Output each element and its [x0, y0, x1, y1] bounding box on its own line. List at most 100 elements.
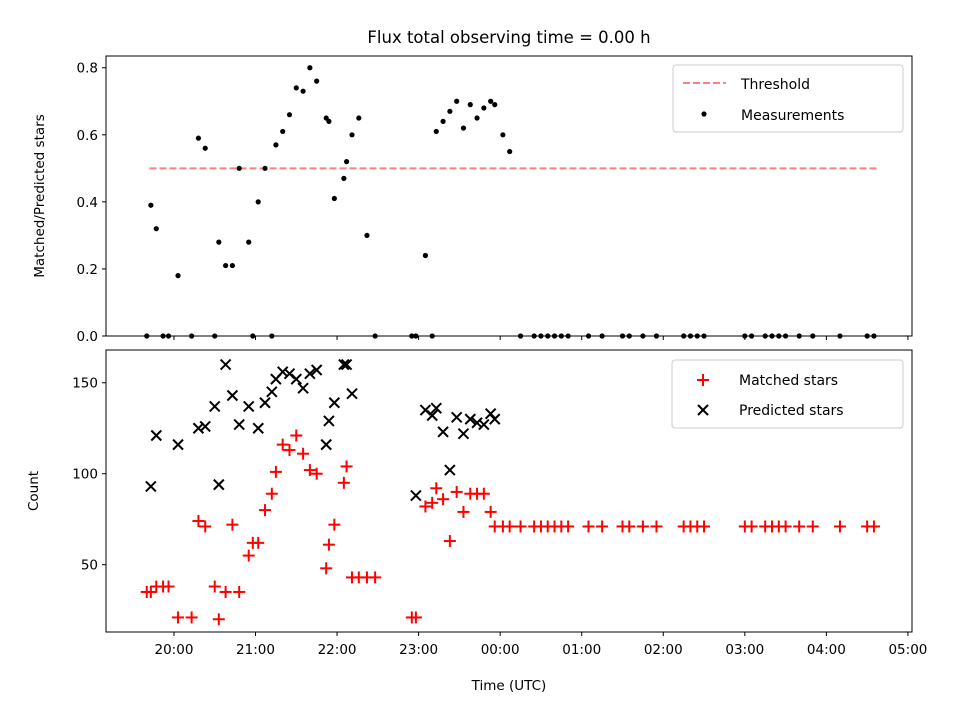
- matched-star-point: [806, 520, 819, 533]
- measurement-point: [236, 165, 242, 171]
- measurement-point: [343, 159, 350, 165]
- predicted-star-point: [252, 422, 264, 434]
- x-tick-label: 00:00: [481, 642, 520, 658]
- measurement-point: [488, 98, 494, 104]
- predicted-star-point: [219, 358, 232, 371]
- predicted-star-point: [430, 402, 442, 414]
- ratio-panel: Flux total observing time = 0.00 h Match…: [32, 28, 913, 345]
- predicted-star-point: [323, 415, 335, 427]
- measurement-point: [460, 125, 467, 131]
- measurement-point: [300, 88, 306, 94]
- matched-star-point: [443, 535, 456, 548]
- predicted-star-point: [276, 366, 289, 378]
- matched-star-point: [437, 493, 450, 506]
- matched-star-point: [290, 429, 303, 442]
- matched-star-point: [172, 611, 185, 624]
- predicted-star-point: [243, 400, 255, 413]
- matched-star-point: [259, 504, 272, 517]
- predicted-star-point: [489, 413, 501, 425]
- matched-star-point: [779, 520, 792, 533]
- matched-star-point: [426, 496, 439, 509]
- bottom-y-axis-label: Count: [26, 471, 42, 511]
- predicted-star-point: [444, 464, 456, 476]
- matched-star-point: [503, 520, 516, 533]
- x-tick-label: 04:00: [807, 642, 846, 658]
- bottom-axes-frame: [105, 349, 913, 633]
- predicted-legend-marker: [697, 404, 709, 416]
- matched-star-point: [192, 515, 205, 528]
- matched-star-point: [269, 465, 282, 478]
- matched-star-point: [623, 520, 636, 533]
- measurement-point: [507, 148, 513, 155]
- matched-star-point: [337, 476, 350, 489]
- matched-star-point: [276, 438, 289, 451]
- measurement-point: [293, 85, 299, 91]
- predicted-star-point: [150, 429, 162, 442]
- predicted-star-point: [426, 409, 438, 422]
- matched-star-point: [477, 487, 490, 500]
- predicted-star-point: [346, 387, 358, 400]
- x-tick-label: 23:00: [399, 642, 438, 658]
- predicted-star-point: [209, 400, 221, 413]
- matched-star-point: [596, 520, 609, 533]
- measurement-point: [440, 118, 446, 124]
- x-tick-label: 03:00: [725, 642, 764, 658]
- matched-star-point: [199, 520, 212, 533]
- matched-star-point: [650, 520, 663, 533]
- count-plot-area: 50 100 150 20:00 21:00 22:00 23:00 00:00 01:00 02…: [72, 358, 927, 658]
- measurement-point: [341, 175, 347, 181]
- predicted-star-point: [199, 420, 211, 433]
- measurement-point: [356, 115, 362, 121]
- predicted-star-point: [310, 364, 323, 376]
- measurement-point: [433, 128, 439, 135]
- predicted-star-point: [320, 438, 332, 451]
- matched-star-point: [283, 444, 296, 457]
- predicted-star-point: [328, 397, 341, 409]
- measurement-point: [195, 135, 202, 141]
- measurement-point: [349, 132, 355, 138]
- matched-star-point: [484, 505, 497, 518]
- predicted-star-point: [192, 422, 205, 434]
- predicted-star-point: [464, 413, 476, 425]
- matched-star-point: [340, 460, 353, 473]
- matched-star-point: [219, 585, 232, 598]
- measurement-point: [229, 262, 236, 269]
- measurement-point: [492, 102, 498, 108]
- matched-star-point: [242, 549, 255, 562]
- predicted-legend-label: Predicted stars: [739, 403, 844, 419]
- predicted-star-point: [233, 418, 245, 431]
- matched-star-point: [419, 500, 432, 513]
- matched-star-point: [698, 520, 711, 533]
- measurement-point: [474, 115, 480, 121]
- measurement-point: [326, 118, 332, 124]
- x-tick-label: 01:00: [562, 642, 601, 658]
- matched-star-point: [369, 571, 382, 584]
- threshold-legend-label: Threshold: [740, 77, 810, 93]
- matched-star-point: [582, 520, 595, 533]
- measurement-point: [216, 239, 222, 245]
- x-tick-label: 05:00: [888, 642, 927, 658]
- matched-star-point: [303, 464, 316, 477]
- top-legend-box: [672, 64, 904, 133]
- x-axis-label: Time (UTC): [471, 678, 547, 694]
- matched-star-point: [208, 580, 221, 593]
- predicted-star-point: [290, 373, 302, 385]
- matched-legend-marker: [697, 374, 709, 386]
- top-y-tick-label: 0.2: [77, 262, 98, 278]
- predicted-star-point: [145, 480, 157, 493]
- predicted-star-point: [172, 438, 184, 451]
- matched-star-point: [636, 520, 649, 533]
- predicted-star-point: [410, 489, 422, 502]
- matched-star-point: [328, 518, 341, 531]
- measurement-point: [280, 128, 286, 135]
- measurement-point: [202, 145, 208, 151]
- count-panel: Count Time (UTC) 50 100 150 20:00 21:00 22:00…: [26, 349, 927, 694]
- measurement-point: [307, 65, 313, 71]
- predicted-star-point: [213, 478, 225, 491]
- measurement-point: [500, 132, 506, 138]
- measurements-legend-label: Measurements: [741, 108, 844, 124]
- matched-star-point: [212, 613, 225, 626]
- matched-star-point: [457, 505, 470, 518]
- top-y-tick-label: 0.8: [77, 61, 98, 77]
- matched-star-point: [144, 585, 157, 598]
